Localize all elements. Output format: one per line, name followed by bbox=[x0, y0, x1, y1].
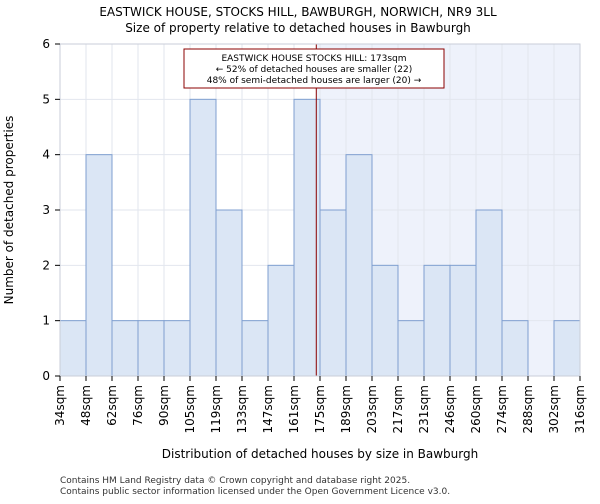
bar bbox=[267, 264, 295, 377]
bar bbox=[371, 264, 399, 377]
bar bbox=[111, 320, 139, 377]
bar bbox=[293, 98, 321, 377]
annotation-line-3: 48% of semi-detached houses are larger (… bbox=[207, 76, 422, 86]
bar bbox=[397, 320, 425, 377]
bars bbox=[59, 98, 581, 377]
annotation-border bbox=[183, 48, 445, 89]
y-tick-label: 3 bbox=[42, 203, 50, 217]
x-tick-label: 246sqm bbox=[443, 385, 457, 433]
x-tick-label: 147sqm bbox=[261, 385, 275, 433]
bar bbox=[163, 320, 191, 377]
footer-line-1: Contains HM Land Registry data © Crown c… bbox=[60, 476, 410, 486]
annotation-box: EASTWICK HOUSE STOCKS HILL: 173sqm ← 52%… bbox=[183, 48, 445, 89]
x-tick-label: 288sqm bbox=[521, 385, 535, 433]
y-tick-label: 6 bbox=[42, 37, 50, 51]
x-tick-label: 260sqm bbox=[469, 385, 483, 433]
annotation-line-2: ← 52% of detached houses are smaller (22… bbox=[216, 65, 413, 75]
x-tick-label: 105sqm bbox=[183, 385, 197, 433]
bar bbox=[215, 209, 243, 377]
chart-title-line-1: EASTWICK HOUSE, STOCKS HILL, BAWBURGH, N… bbox=[99, 5, 497, 19]
y-ticks: 0 1 2 3 4 5 6 bbox=[42, 37, 60, 383]
bar bbox=[85, 154, 113, 377]
bar bbox=[423, 264, 451, 377]
x-tick-label: 189sqm bbox=[339, 385, 353, 433]
annotation-line-1: EASTWICK HOUSE STOCKS HILL: 173sqm bbox=[221, 54, 406, 64]
x-tick-label: 274sqm bbox=[495, 385, 509, 433]
chart-title-line-2: Size of property relative to detached ho… bbox=[125, 21, 471, 35]
x-tick-label: 231sqm bbox=[417, 385, 431, 433]
y-axis-label: Number of detached properties bbox=[2, 116, 16, 305]
bar bbox=[501, 320, 529, 377]
bar bbox=[553, 320, 581, 377]
bar bbox=[189, 98, 217, 377]
bar bbox=[345, 154, 373, 377]
y-tick-label: 0 bbox=[42, 369, 50, 383]
x-tick-label: 161sqm bbox=[287, 385, 301, 433]
footer-line-2: Contains public sector information licen… bbox=[60, 487, 450, 497]
x-axis-label: Distribution of detached houses by size … bbox=[162, 447, 478, 461]
bar bbox=[241, 320, 269, 377]
y-tick-label: 1 bbox=[42, 314, 50, 328]
x-tick-label: 316sqm bbox=[573, 385, 587, 433]
x-tick-label: 76sqm bbox=[131, 385, 145, 426]
bar bbox=[59, 320, 87, 377]
x-tick-label: 48sqm bbox=[79, 385, 93, 426]
x-tick-label: 62sqm bbox=[105, 385, 119, 426]
x-tick-label: 302sqm bbox=[547, 385, 561, 433]
x-ticks: 34sqm 48sqm 62sqm 76sqm 90sqm 105sqm 119sqm 133… bbox=[53, 376, 587, 433]
y-tick-label: 5 bbox=[42, 92, 50, 106]
x-tick-label: 203sqm bbox=[365, 385, 379, 433]
bar bbox=[319, 209, 347, 377]
bar bbox=[449, 264, 477, 377]
x-tick-label: 119sqm bbox=[209, 385, 223, 433]
y-tick-label: 4 bbox=[42, 148, 50, 162]
x-tick-label: 34sqm bbox=[53, 385, 67, 426]
bar bbox=[137, 320, 165, 377]
x-tick-label: 175sqm bbox=[313, 385, 327, 433]
bar bbox=[475, 209, 503, 377]
x-tick-label: 90sqm bbox=[157, 385, 171, 426]
x-tick-label: 217sqm bbox=[391, 385, 405, 433]
y-tick-label: 2 bbox=[42, 258, 50, 272]
x-tick-label: 133sqm bbox=[235, 385, 249, 433]
